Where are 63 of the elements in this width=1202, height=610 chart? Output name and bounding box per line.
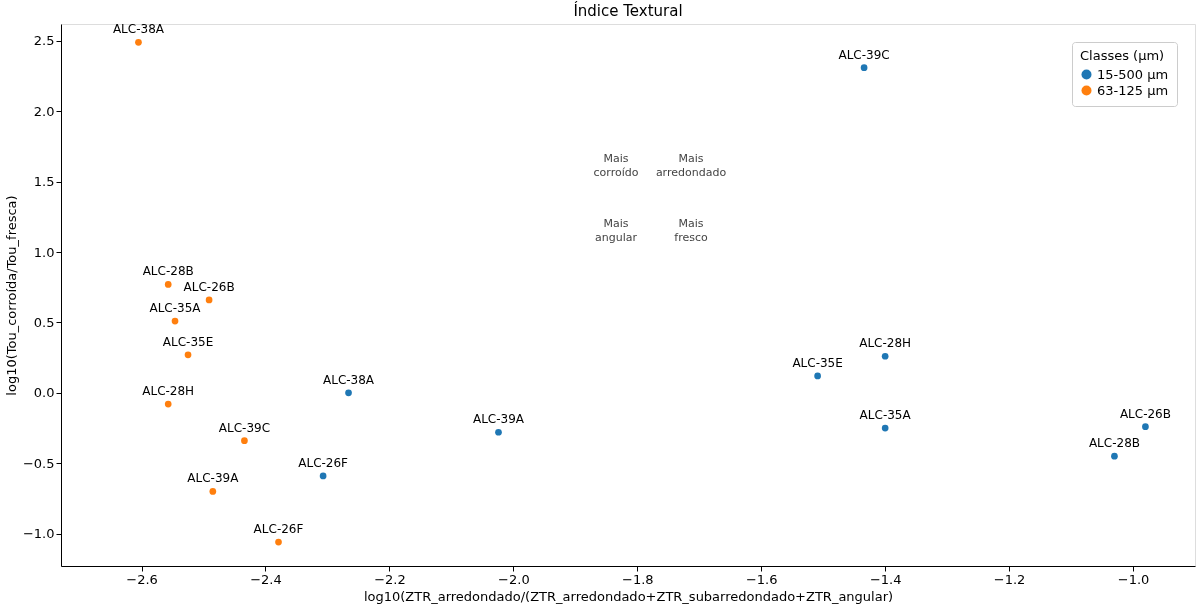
point — [345, 389, 352, 397]
legend-title: Classes (µm) — [1080, 48, 1165, 63]
annotation: Mais corroído — [593, 152, 639, 179]
data-label: ALC-35A — [149, 301, 202, 316]
data-label: ALC-38A — [112, 22, 165, 37]
legend-label: 63-125 µm — [1097, 82, 1169, 98]
legend-label: 15-500 µm — [1097, 66, 1169, 82]
x-tick-label: −1.2 — [993, 571, 1026, 587]
point — [209, 488, 217, 495]
y-tick-label: 0.0 — [33, 385, 55, 401]
y-tick-label: 2.5 — [33, 33, 55, 49]
point — [1142, 423, 1149, 430]
point — [164, 281, 172, 288]
x-tick-label: −1.4 — [869, 571, 902, 587]
point — [881, 352, 889, 360]
annotation: Mais angular — [595, 217, 638, 244]
point — [275, 538, 282, 546]
data-label: ALC-26B — [1119, 406, 1171, 421]
point — [881, 424, 889, 432]
y-tick-label: 1.5 — [33, 174, 55, 190]
point — [495, 428, 502, 436]
point — [1111, 452, 1118, 460]
data-label: ALC-35A — [859, 408, 912, 423]
data-label: ALC-39A — [472, 412, 525, 427]
x-tick-label: −2.0 — [498, 571, 530, 587]
x-tick-label: −1.0 — [1117, 571, 1150, 587]
y-tick-label: −1.0 — [22, 526, 55, 542]
data-label: ALC-28B — [142, 264, 194, 279]
data-label: ALC-28H — [142, 384, 195, 399]
x-tick-label: −2.6 — [126, 571, 158, 587]
x-tick-label: −2.4 — [250, 571, 282, 587]
point — [171, 317, 179, 325]
x-tick-label: −2.2 — [374, 571, 406, 587]
y-tick-label: 2.0 — [33, 103, 55, 119]
data-label: ALC-35E — [162, 334, 214, 349]
y-axis-title: log10(Tou_corroída/Tou_fresca) — [3, 195, 19, 396]
chart-title: Índice Textural — [573, 1, 683, 21]
x-axis-title: log10(ZTR_arredondado/(ZTR_arredondado+ZTR_subarredondado+ZTR_angular) — [363, 588, 894, 604]
data-label: ALC-39A — [187, 471, 240, 486]
data-label: ALC-26B — [183, 279, 235, 294]
annotation: Mais arredondado — [655, 152, 727, 179]
point — [135, 38, 142, 46]
y-tick-label: 1.0 — [33, 244, 55, 260]
data-label: ALC-39C — [218, 420, 271, 435]
y-tick-label: −0.5 — [22, 455, 55, 471]
y-tick-label: 0.5 — [33, 314, 55, 330]
x-tick-label: −1.6 — [745, 571, 778, 587]
point — [205, 296, 213, 304]
point — [814, 372, 821, 380]
x-tick-label: −1.8 — [622, 571, 654, 587]
point — [164, 400, 172, 408]
annotation: Mais fresco — [674, 217, 708, 244]
point — [319, 472, 327, 480]
data-label: ALC-35E — [792, 355, 843, 370]
point — [860, 64, 868, 71]
data-label: ALC-26F — [253, 522, 304, 537]
data-label: ALC-26F — [298, 455, 349, 470]
point — [184, 351, 192, 359]
data-label: ALC-28H — [859, 336, 912, 351]
point — [241, 437, 248, 445]
data-label: ALC-28B — [1088, 436, 1140, 451]
data-label: ALC-38A — [322, 372, 375, 387]
data-label: ALC-39C — [838, 47, 890, 62]
